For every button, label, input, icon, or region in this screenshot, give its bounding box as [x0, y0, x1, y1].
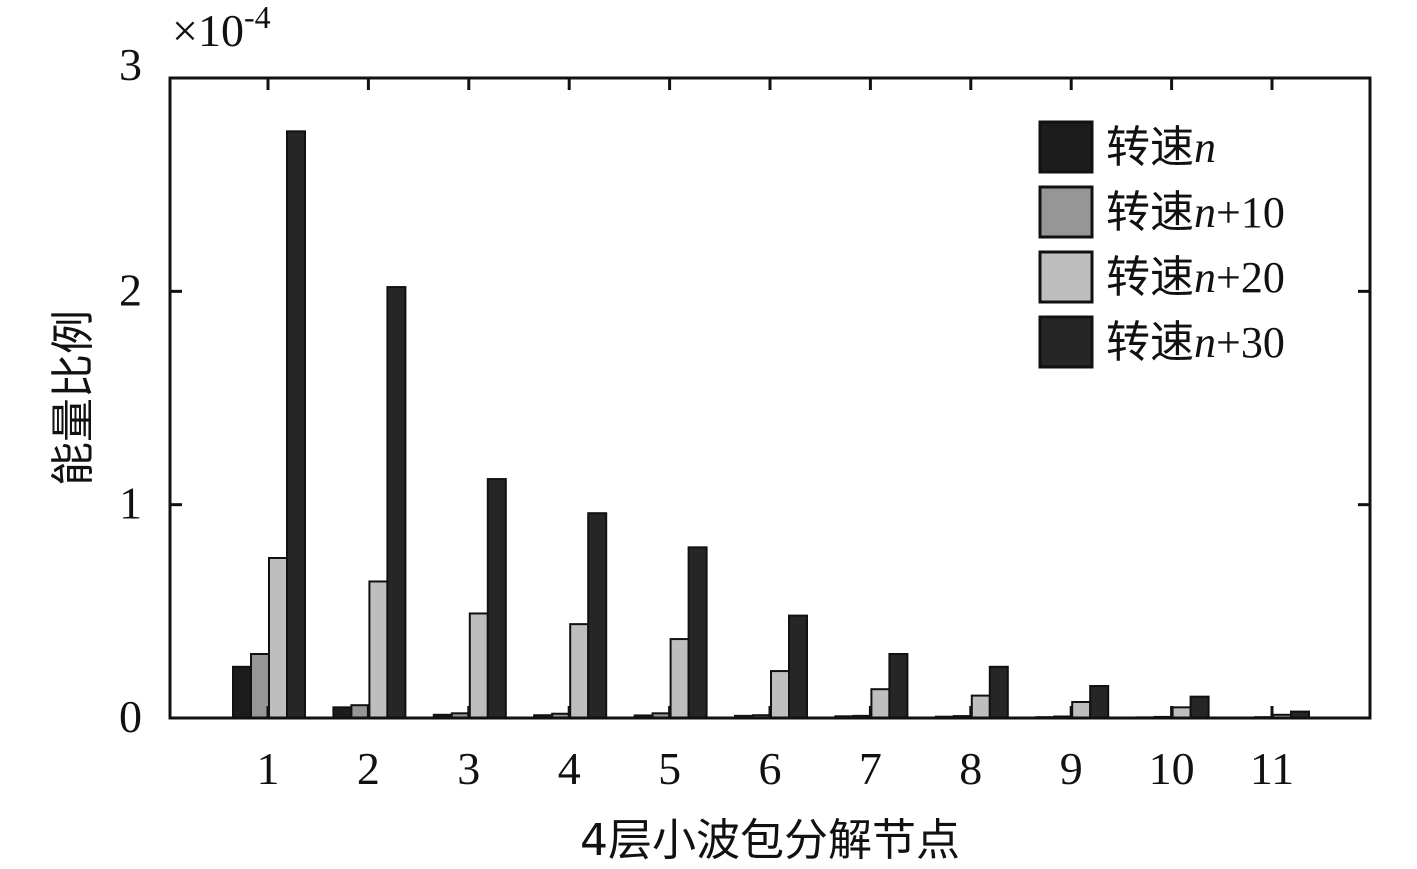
bar-s4-node-10 — [1189, 695, 1210, 720]
bar-s3-node-5 — [669, 638, 690, 719]
legend-swatch-2 — [1038, 185, 1094, 239]
bar-s3-node-10 — [1171, 706, 1192, 719]
x-tick-label-10: 10 — [1149, 743, 1195, 794]
legend-swatch-3 — [1038, 250, 1094, 304]
bar-s1-node-1 — [232, 665, 252, 719]
bar-s4-node-2 — [386, 286, 407, 719]
x-tick-label-7: 7 — [859, 743, 882, 794]
x-axis-title: 4层小波包分解节点 — [580, 815, 960, 866]
legend-swatch-4 — [1038, 315, 1094, 369]
y-multiplier-exponent: -4 — [244, 0, 271, 35]
bars-layer — [232, 130, 1310, 720]
bar-s3-node-4 — [569, 623, 590, 720]
legend-label-1: 转速n — [1106, 122, 1216, 173]
y-multiplier-base: ×10 — [172, 5, 244, 56]
bar-s4-node-4 — [587, 512, 608, 720]
bar-s4-node-8 — [988, 665, 1009, 719]
legend-label-3: 转速n+20 — [1106, 252, 1285, 303]
x-tick-label-4: 4 — [558, 743, 581, 794]
plot-frame — [168, 76, 1372, 720]
bar-s3-node-1 — [268, 557, 288, 719]
bar-s3-node-8 — [970, 694, 991, 719]
legend: 转速n 转速n+10 转速n+20 转速n+30 — [1038, 120, 1285, 369]
x-tick-label-8: 8 — [959, 743, 982, 794]
bar-s2-node-1 — [250, 653, 270, 719]
bar-s4-node-6 — [788, 614, 808, 719]
bar-s4-node-9 — [1089, 685, 1110, 719]
y-axis-multiplier: ×10-4 — [172, 0, 271, 56]
legend-label-2: 转速n+10 — [1106, 187, 1285, 238]
x-tick-label-1: 1 — [257, 743, 280, 794]
legend-swatch-1 — [1038, 120, 1094, 174]
x-tick-label-9: 9 — [1060, 743, 1083, 794]
bar-s3-node-9 — [1071, 701, 1092, 719]
bar-s4-node-3 — [486, 478, 507, 720]
bar-s4-node-1 — [286, 130, 306, 720]
y-tick-label-3: 3 — [119, 39, 142, 90]
bar-s1-node-2 — [332, 706, 353, 719]
y-tick-label-2: 2 — [119, 264, 142, 315]
x-tick-label-2: 2 — [357, 743, 380, 794]
bar-s3-node-2 — [368, 580, 389, 720]
bar-s4-node-7 — [888, 653, 909, 719]
y-axis-title: 能量比例 — [48, 310, 99, 486]
x-tick-label-11: 11 — [1250, 743, 1294, 794]
bar-s4-node-5 — [687, 546, 708, 719]
y-tick-label-1: 1 — [119, 478, 142, 529]
x-tick-label-6: 6 — [759, 743, 782, 794]
bar-s3-node-7 — [870, 688, 891, 720]
y-tick-label-0: 0 — [119, 691, 142, 742]
ticks-layer: 0 1 2 3 1 2 3 4 5 6 7 8 9 10 11 — [119, 39, 1370, 794]
x-tick-label-5: 5 — [658, 743, 681, 794]
x-tick-label-3: 3 — [457, 743, 480, 794]
legend-label-4: 转速n+30 — [1106, 317, 1285, 368]
bar-s3-node-6 — [770, 670, 790, 719]
bar-s3-node-3 — [468, 612, 489, 720]
bar-s2-node-2 — [350, 704, 371, 720]
